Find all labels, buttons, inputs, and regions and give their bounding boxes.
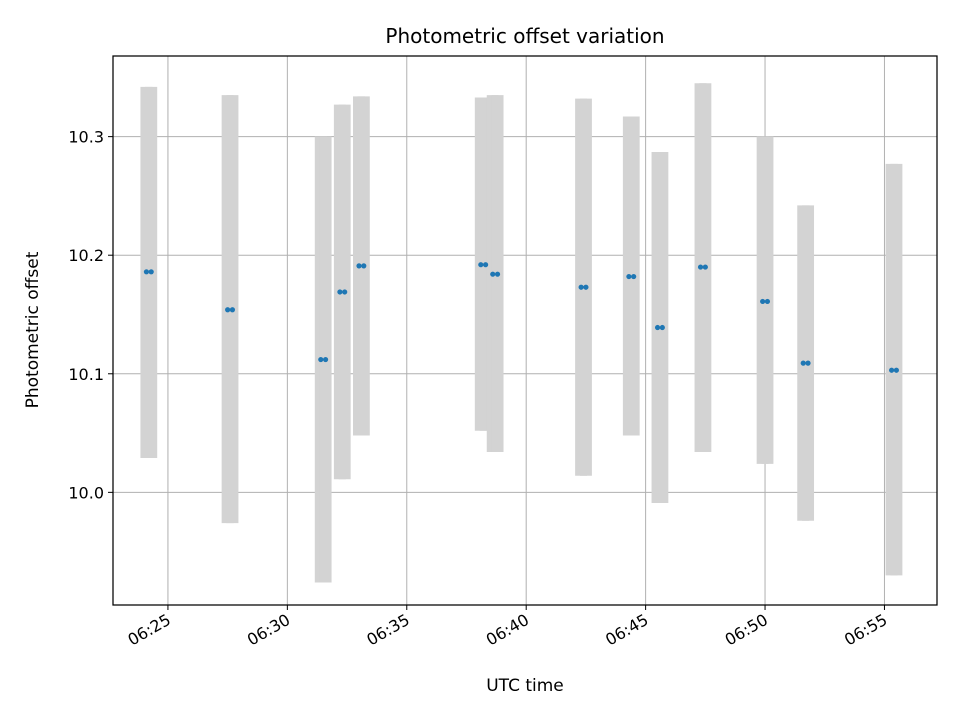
data-point [697, 264, 704, 270]
y-tick-label: 10.1 [68, 365, 104, 384]
data-point [654, 324, 661, 331]
chart-title: Photometric offset variation [385, 24, 664, 48]
data-point [494, 271, 501, 277]
data-point [482, 262, 489, 268]
y-tick-label: 10.2 [68, 246, 104, 265]
data-point [893, 367, 899, 373]
data-point [337, 289, 343, 295]
data-point [760, 298, 766, 305]
y-axis: 10.0 10.1 10.2 10.3 [68, 128, 113, 502]
data-point [578, 284, 584, 290]
x-axis-label: UTC time [486, 676, 564, 696]
data-point [805, 360, 811, 366]
data-point [342, 289, 348, 295]
data-point [356, 263, 362, 269]
y-tick-label: 10.0 [68, 483, 104, 502]
data-point [659, 324, 665, 331]
y-tick-label: 10.3 [68, 128, 104, 147]
data-point [478, 262, 484, 268]
data-point [361, 263, 367, 269]
data-point [148, 269, 154, 275]
data-point [764, 298, 771, 305]
data-point [322, 356, 329, 363]
data-point [626, 273, 632, 280]
data-point [143, 269, 150, 275]
data-point [800, 360, 806, 366]
data-point [229, 307, 236, 313]
data-point [583, 284, 589, 290]
data-point [490, 271, 496, 277]
data-point [889, 367, 895, 373]
data-point [225, 307, 231, 313]
plot-frame [112, 55, 938, 606]
data-point [702, 264, 708, 270]
data-points [143, 262, 899, 373]
y-axis-label: Photometric offset [23, 251, 43, 408]
data-point [631, 273, 637, 280]
data-point [318, 356, 324, 363]
